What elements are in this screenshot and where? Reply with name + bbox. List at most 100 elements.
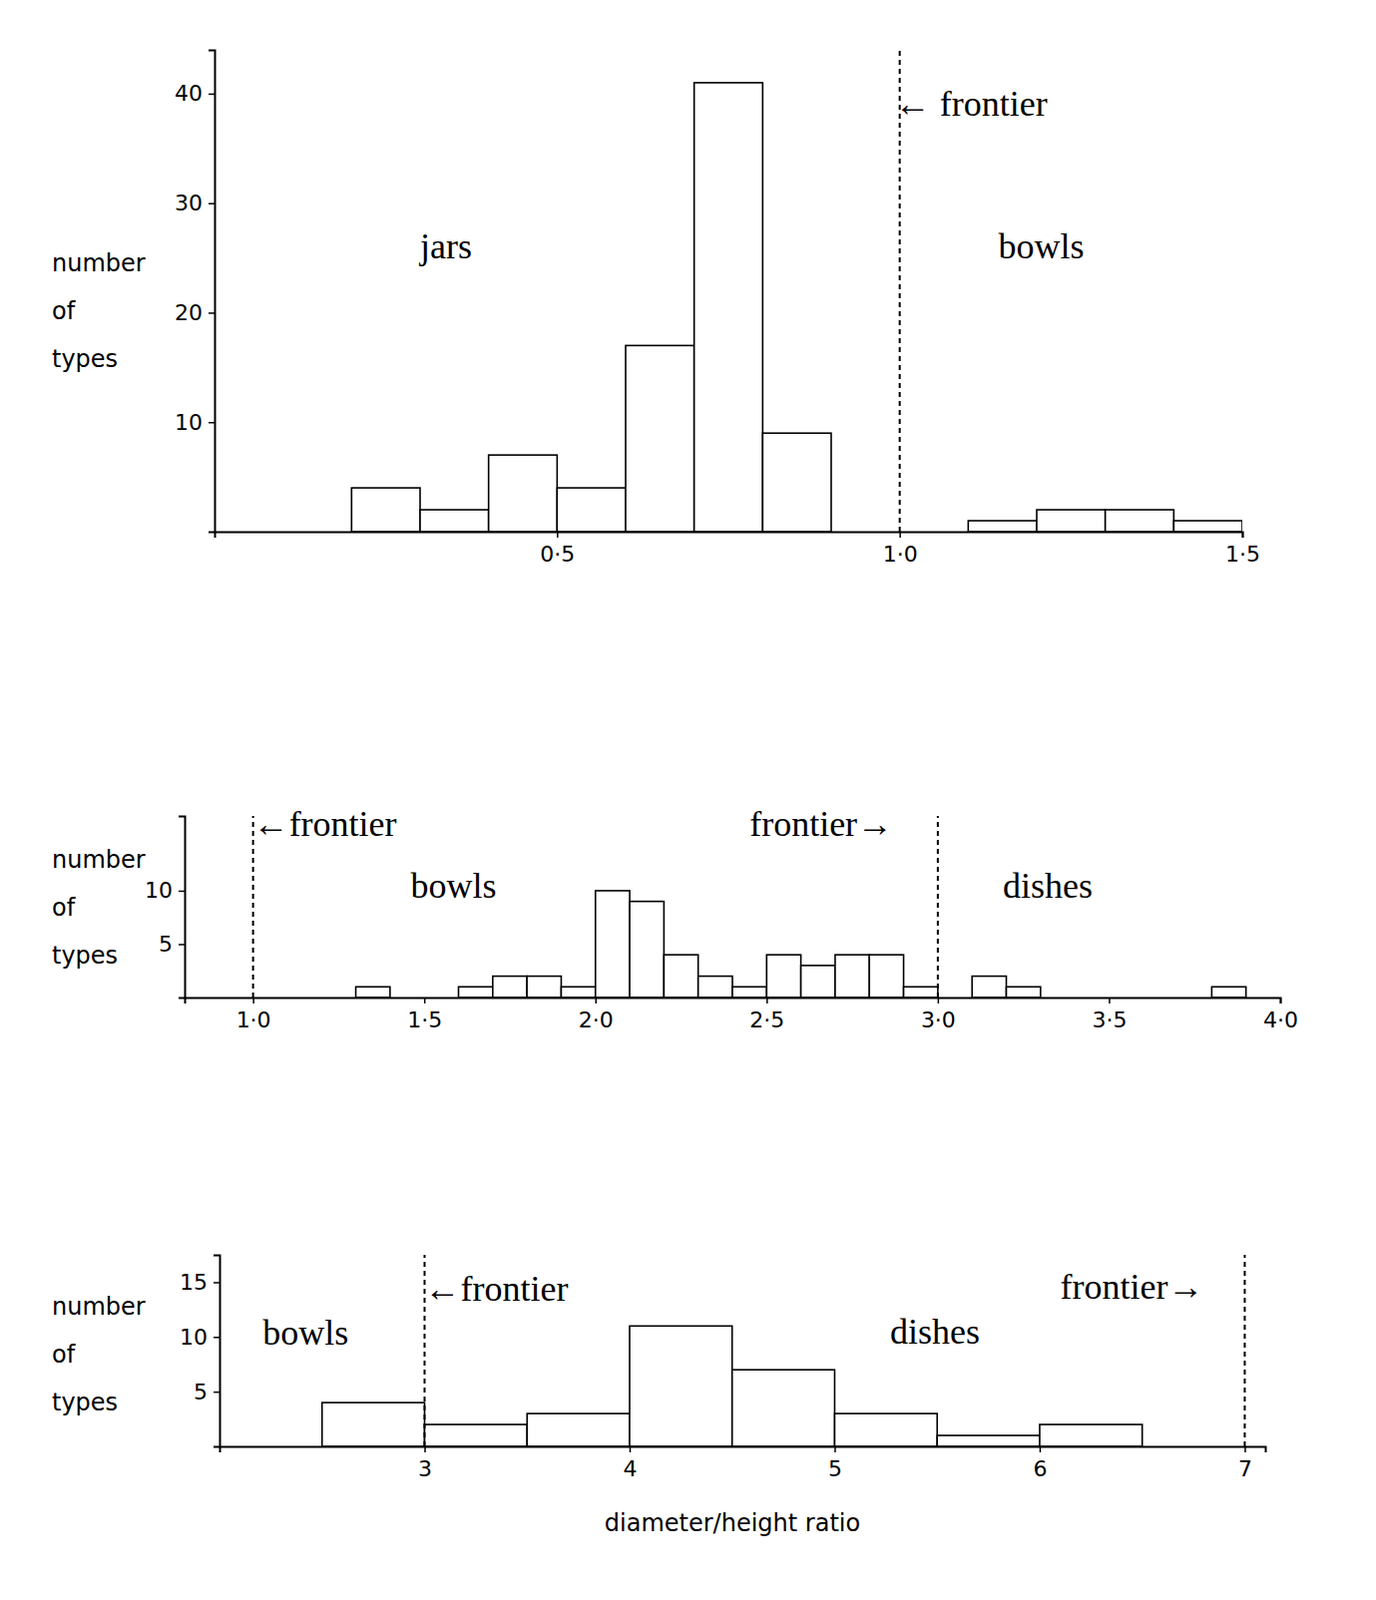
annotation: bowls bbox=[998, 226, 1085, 267]
histogram-bar bbox=[762, 433, 832, 532]
histogram-bar bbox=[526, 1413, 630, 1447]
x-tick: 4 bbox=[622, 1446, 637, 1482]
x-tick-mark bbox=[1280, 997, 1283, 1004]
x-tick: 2·0 bbox=[578, 997, 614, 1033]
annotation: bowls bbox=[262, 1313, 349, 1354]
y-axis-title: numberoftypes bbox=[51, 1293, 146, 1417]
y-tick-label: 5 bbox=[193, 1379, 208, 1405]
x-tick-mark bbox=[595, 997, 598, 1004]
y-tick-label: 5 bbox=[158, 931, 173, 957]
histogram-bar bbox=[1105, 509, 1175, 532]
y-tick-mark bbox=[178, 943, 185, 946]
histogram-bar bbox=[1173, 520, 1243, 532]
histogram-bar bbox=[625, 345, 695, 532]
x-axis-title: diameter/height ratio bbox=[604, 1509, 861, 1538]
x-tick-mark bbox=[1244, 1446, 1247, 1453]
x-tick: 4·0 bbox=[1263, 997, 1299, 1033]
histogram-bar bbox=[351, 487, 421, 532]
y-tick: 10 bbox=[179, 1325, 220, 1351]
y-tick-mark bbox=[208, 422, 215, 425]
histogram-panel: 1·0 1·5 2·0 2·5 3·0 3·5 4·0 510numberoftypes ←fr… bbox=[51, 804, 1299, 1032]
y-tick-mark bbox=[208, 202, 215, 205]
histogram-bar bbox=[556, 487, 626, 532]
y-axis-line bbox=[208, 50, 216, 533]
x-tick-label: 0·5 bbox=[539, 541, 575, 567]
x-tick-label: 3·5 bbox=[1091, 1007, 1127, 1033]
y-tick: 40 bbox=[174, 80, 215, 106]
histogram-bar bbox=[732, 986, 767, 998]
x-tick-mark bbox=[424, 1446, 427, 1453]
x-tick: 0·5 bbox=[539, 531, 575, 567]
histogram-bar bbox=[869, 954, 904, 998]
x-tick-mark bbox=[252, 997, 255, 1004]
x-axis: 0·5 1·0 1·5 bbox=[215, 531, 1262, 567]
y-tick: 5 bbox=[158, 931, 185, 957]
y-tick-label: 15 bbox=[179, 1270, 208, 1296]
x-tick-mark bbox=[424, 997, 427, 1004]
y-axis-line bbox=[178, 817, 186, 999]
x-tick: 1·5 bbox=[1225, 531, 1261, 567]
y-tick: 15 bbox=[179, 1270, 220, 1296]
histogram-bar bbox=[801, 965, 836, 998]
histogram-bar bbox=[698, 976, 733, 998]
y-tick-label: 30 bbox=[174, 190, 203, 216]
histogram-bar bbox=[1211, 986, 1246, 998]
x-axis-line bbox=[220, 1447, 1267, 1454]
x-tick-label: 1·5 bbox=[407, 1007, 443, 1033]
x-tick: 3 bbox=[418, 1446, 433, 1482]
x-tick-mark bbox=[937, 997, 940, 1004]
y-tick-mark bbox=[208, 93, 215, 96]
annotation: bowls bbox=[410, 866, 496, 907]
x-tick-mark bbox=[629, 1446, 632, 1453]
histogram-bar bbox=[322, 1402, 426, 1447]
histogram-bar bbox=[967, 520, 1037, 532]
x-tick: 5 bbox=[828, 1446, 843, 1482]
histogram-bar bbox=[766, 954, 801, 998]
y-axis: 5 10 15 bbox=[179, 1256, 221, 1448]
x-tick-label: 3 bbox=[418, 1456, 433, 1482]
histogram-bar bbox=[835, 954, 870, 998]
x-tick-label: 2·5 bbox=[749, 1007, 785, 1033]
histogram-bar bbox=[420, 509, 489, 532]
y-axis-title: numberoftypes bbox=[51, 846, 146, 970]
x-tick-label: 1·0 bbox=[236, 1007, 272, 1033]
histogram-bar bbox=[904, 986, 938, 998]
x-axis-line bbox=[215, 532, 1244, 539]
plot-area bbox=[351, 49, 1243, 532]
histogram-bar bbox=[526, 976, 561, 998]
x-axis-line bbox=[185, 998, 1282, 1005]
y-tick-mark bbox=[213, 1391, 220, 1394]
x-axis: 34567 bbox=[220, 1446, 1267, 1482]
x-tick-label: 1·0 bbox=[883, 541, 918, 567]
frontier-line bbox=[1243, 1255, 1246, 1447]
annotation: frontier→ bbox=[1060, 1267, 1205, 1308]
y-tick-mark bbox=[178, 891, 185, 894]
x-tick: 1·5 bbox=[407, 997, 443, 1033]
annotation: ←frontier bbox=[253, 804, 398, 845]
histogram-bar bbox=[694, 82, 764, 532]
x-tick-label: 3·0 bbox=[920, 1007, 956, 1033]
annotation: dishes bbox=[1002, 866, 1093, 907]
annotation: dishes bbox=[890, 1312, 980, 1353]
histogram-bar bbox=[560, 986, 595, 998]
y-tick: 5 bbox=[193, 1379, 220, 1405]
y-tick-mark bbox=[208, 312, 215, 315]
histogram-bar bbox=[663, 954, 698, 998]
histogram-panel: 3456751015numberoftypesdiameter/height r… bbox=[51, 1255, 1267, 1538]
y-tick: 20 bbox=[174, 300, 215, 326]
y-tick-label: 10 bbox=[174, 410, 203, 436]
histogram-bar bbox=[834, 1413, 937, 1447]
plot-area bbox=[322, 1255, 1246, 1447]
histogram-bar bbox=[356, 986, 391, 998]
y-axis: 510 bbox=[144, 817, 186, 999]
histogram-bar bbox=[971, 976, 1006, 998]
histogram-bar bbox=[1036, 509, 1106, 532]
x-tick: 3·5 bbox=[1091, 997, 1127, 1033]
histogram-bar bbox=[424, 1424, 527, 1447]
x-tick: 1·0 bbox=[883, 531, 918, 567]
histogram-bar bbox=[458, 986, 493, 998]
x-axis: 1·0 1·5 2·0 2·5 3·0 3·5 4·0 bbox=[185, 997, 1300, 1033]
y-tick-label: 10 bbox=[179, 1325, 208, 1351]
y-tick-mark bbox=[213, 1337, 220, 1340]
x-tick-label: 4 bbox=[622, 1456, 637, 1482]
